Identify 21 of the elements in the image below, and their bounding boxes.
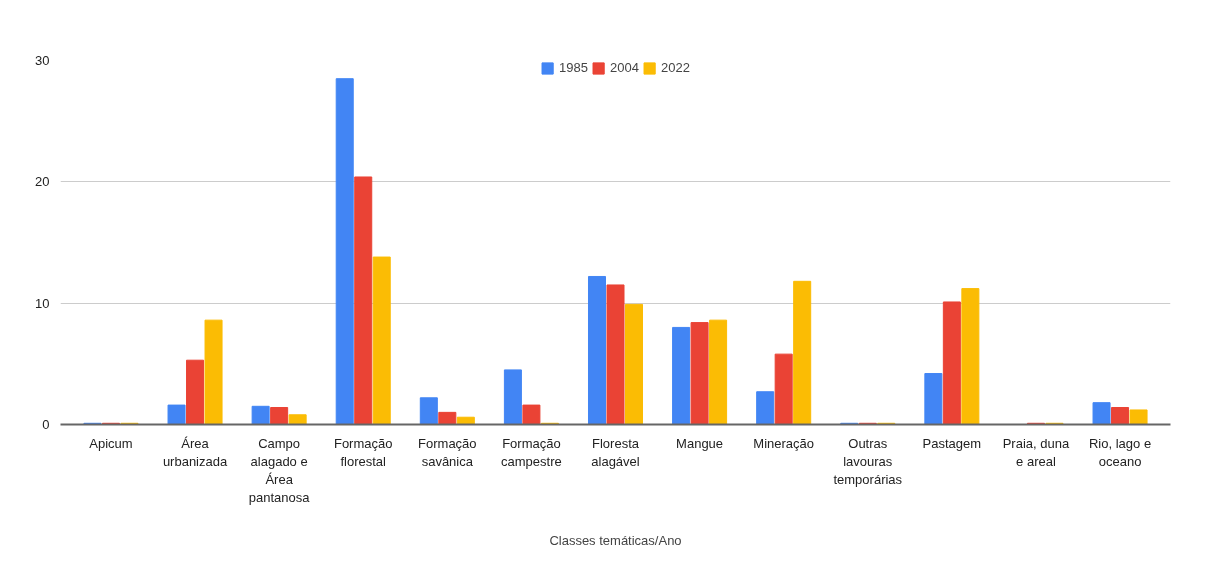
x-tick-label: Mangue	[676, 435, 724, 451]
x-tick-label: Campo alagado e Área pantanosa	[248, 435, 311, 505]
x-tick-label: Floresta alagável	[591, 435, 640, 469]
y-tick-label: 0	[42, 417, 50, 432]
legend-label: 2004	[610, 60, 639, 75]
x-tick-label: Apicum	[89, 435, 133, 451]
x-tick-label: Rio, lago e oceano	[1088, 435, 1152, 469]
y-tick-label: 10	[35, 295, 50, 311]
legend-label: 2022	[660, 60, 690, 75]
x-tick-label: Praia, duna e areal	[1002, 435, 1070, 469]
legend-label: 1985	[559, 60, 589, 75]
x-tick-label: Área urbanizada	[162, 435, 228, 469]
x-tick-label: Mineração	[753, 435, 815, 451]
x-tick-label: Formação savânica	[418, 435, 477, 469]
y-tick-label: 20	[35, 174, 50, 190]
x-tick-label: Outras lavouras temporárias	[833, 435, 903, 487]
x-tick-label: Formação campestre	[501, 435, 562, 469]
x-axis-title: Classes temáticas/Ano	[549, 532, 682, 548]
y-tick-label: 30	[35, 53, 50, 68]
x-tick-label: Formação florestal	[333, 435, 393, 469]
x-tick-label: Pastagem	[922, 435, 982, 451]
